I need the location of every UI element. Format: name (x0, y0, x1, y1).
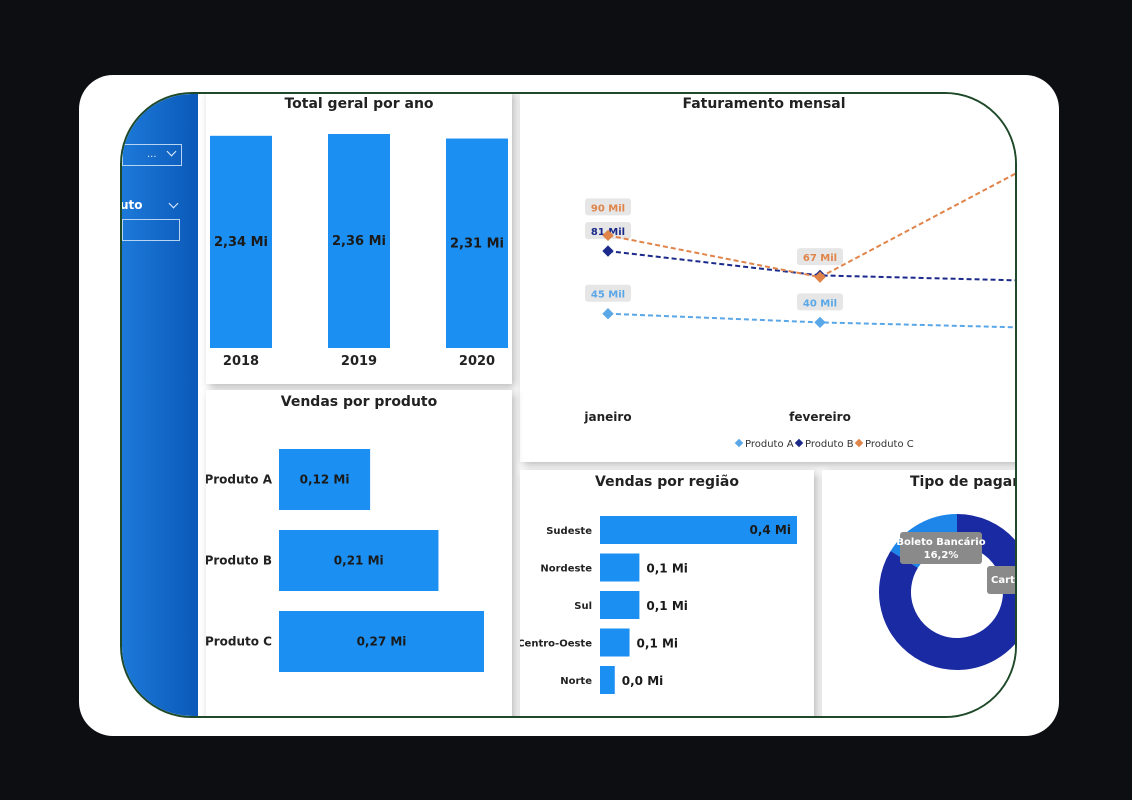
legend-marker (854, 438, 864, 448)
year-bar (328, 134, 390, 348)
product-axis-label: Produto A (206, 473, 273, 487)
legend-label: Produto C (865, 439, 914, 450)
product-bar (279, 611, 484, 672)
chevron-down-icon (166, 146, 177, 157)
year-axis-label: 2020 (459, 354, 495, 369)
legend-label: Produto A (745, 439, 794, 450)
panel-title: Faturamento mensal (682, 96, 846, 112)
data-label-bg (585, 198, 631, 216)
month-axis-label: fevereiro (789, 410, 851, 424)
legend-label: Produto B (805, 439, 854, 450)
region-axis-label: Norte (560, 676, 592, 687)
region-bar-label: 0,1 Mi (646, 562, 688, 576)
region-bar-label: 0,0 Mi (622, 674, 664, 688)
region-bar (600, 666, 615, 694)
region-bar-label: 0,1 Mi (646, 599, 688, 613)
product-bar-label: 0,27 Mi (357, 635, 407, 649)
panel-sales-by-product: Vendas por produto Produto A 0,12 Mi Produ… (206, 390, 512, 716)
panel-title: Total geral por ano (284, 96, 434, 112)
region-bar (600, 591, 640, 619)
region-bar-chart: Sudeste 0,4 Mi Nordeste 0,1 Mi Sul 0,1 Mi Cent… (520, 516, 797, 694)
year-bar-label: 2,36 Mi (332, 234, 386, 249)
payment-donut-chart: Boleto Bancário 16,2% Cartã (879, 514, 1017, 670)
filter-sidebar: ... uto (120, 94, 198, 716)
legend-marker (734, 438, 744, 448)
panel-payment-type: Tipo de pagamen Boleto Bancário 16,2% Cart… (822, 470, 1017, 716)
year-bar-chart: 2,34 Mi 2018 2,36 Mi 2019 2,31 Mi 2020 (210, 134, 508, 369)
data-label-bg (797, 248, 843, 266)
data-label: 45 Mil (591, 290, 625, 301)
region-bar-label: 0,4 Mi (750, 523, 792, 537)
series-point (814, 316, 826, 329)
region-bar (600, 553, 640, 582)
year-bar (210, 135, 272, 348)
region-axis-label: Sudeste (546, 526, 592, 537)
filter-dropdown-2[interactable] (122, 219, 180, 241)
data-label: 67 Mil (803, 253, 837, 264)
slice-name-label: Boleto Bancário (896, 536, 985, 548)
panel-title: Vendas por produto (280, 394, 438, 410)
slice-label-bg (900, 532, 982, 564)
filter-label-2: uto (120, 198, 143, 212)
product-axis-label: Produto B (206, 554, 272, 568)
data-label: 40 Mil (803, 298, 837, 309)
region-bar (600, 516, 797, 544)
slice-value-label: 16,2% (924, 550, 959, 561)
year-bar (446, 138, 508, 348)
panel-total-by-year: Total geral por ano 2,34 Mi 2018 2,36 Mi 20… (206, 94, 512, 384)
chevron-down-icon (168, 198, 179, 209)
product-bar-label: 0,12 Mi (300, 473, 350, 487)
dashboard-frame: ... uto Total geral por ano 2,34 Mi 2018 2… (120, 92, 1017, 718)
product-bar-label: 0,21 Mi (334, 554, 384, 568)
filter-dropdown-1-value: ... (147, 149, 157, 160)
series-line-produto-a (607, 312, 1015, 329)
slice-name-label: Cartã (991, 575, 1017, 586)
legend-marker (794, 438, 804, 448)
product-bar (279, 449, 371, 510)
series-point (814, 271, 826, 283)
panel-title: Vendas por região (595, 474, 739, 490)
region-bar (600, 628, 630, 657)
data-label-bg (585, 284, 631, 302)
donut-slice (879, 514, 1015, 670)
series-point (602, 245, 614, 257)
year-axis-label: 2018 (223, 354, 259, 369)
slice-label-bg (987, 566, 1015, 594)
year-bar-label: 2,34 Mi (214, 235, 268, 250)
region-axis-label: Centro-Oeste (520, 639, 592, 650)
panel-sales-by-region: Vendas por região Sudeste 0,4 Mi Nordeste 0… (520, 470, 814, 716)
region-axis-label: Sul (574, 601, 592, 612)
panel-monthly-revenue: Faturamento mensal janeiro fevereiro 45 Mi… (520, 94, 1015, 462)
series-point (602, 308, 614, 320)
product-bar-chart: Produto A 0,12 Mi Produto B 0,21 Mi Produto … (206, 449, 484, 672)
filter-dropdown-1[interactable]: ... (122, 144, 182, 166)
year-bar-label: 2,31 Mi (450, 236, 504, 251)
product-axis-label: Produto C (206, 635, 272, 649)
panel-title: Tipo de pagamen (910, 474, 1015, 490)
month-axis-label: janeiro (583, 410, 631, 424)
data-label: 90 Mil (591, 203, 625, 214)
product-bar (279, 530, 439, 591)
data-label-bg (797, 293, 843, 311)
year-axis-label: 2019 (341, 354, 377, 369)
region-axis-label: Nordeste (540, 564, 592, 575)
region-bar-label: 0,1 Mi (637, 637, 679, 651)
